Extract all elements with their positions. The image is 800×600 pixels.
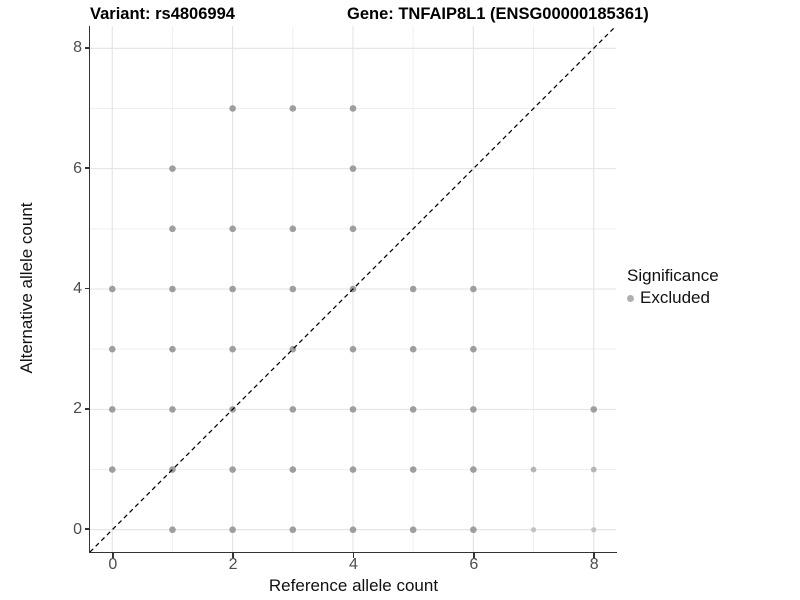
data-point xyxy=(229,465,236,473)
y-tick-mark xyxy=(85,287,90,290)
data-point xyxy=(169,164,176,172)
data-point xyxy=(470,525,477,533)
y-tick-mark xyxy=(85,528,90,530)
data-point xyxy=(591,526,597,532)
data-point xyxy=(169,345,176,352)
data-point xyxy=(169,405,176,413)
data-point xyxy=(289,465,297,473)
legend-item-excluded: Excluded xyxy=(627,288,719,308)
y-tick-label: 6 xyxy=(73,159,82,177)
data-point xyxy=(470,465,477,473)
x-tick-label: 6 xyxy=(469,556,479,573)
gene-title: Gene: TNFAIP8L1 (ENSG00000185361) xyxy=(347,5,649,23)
x-tick-mark xyxy=(112,553,114,558)
y-tick-mark xyxy=(85,47,90,49)
data-point xyxy=(289,225,297,232)
legend-title: Significance xyxy=(627,266,719,285)
legend: Significance Excluded xyxy=(627,266,719,308)
y-tick-label: 4 xyxy=(73,280,82,297)
data-point xyxy=(229,525,236,533)
data-point xyxy=(590,405,598,413)
data-point xyxy=(470,405,477,413)
data-point xyxy=(409,405,417,413)
x-tick-label: 2 xyxy=(228,556,238,573)
x-tick-mark xyxy=(352,553,355,558)
data-point xyxy=(409,285,417,292)
plot-panel xyxy=(89,25,617,553)
x-tick-label: 0 xyxy=(108,556,118,573)
x-tick-mark xyxy=(473,553,475,558)
data-point xyxy=(349,104,357,112)
data-point xyxy=(409,465,417,473)
data-point xyxy=(108,405,116,413)
y-tick-mark xyxy=(85,167,90,169)
data-point xyxy=(108,345,116,352)
data-point xyxy=(229,285,236,292)
data-point xyxy=(289,104,297,112)
data-point xyxy=(229,225,236,232)
data-point xyxy=(289,285,297,292)
x-tick-mark xyxy=(232,553,234,558)
data-point xyxy=(530,526,537,532)
data-point xyxy=(349,345,357,352)
x-tick-label: 4 xyxy=(349,556,358,573)
data-point xyxy=(349,405,357,413)
x-tick-label: 8 xyxy=(589,556,599,573)
data-point xyxy=(349,525,357,533)
x-axis-title: Reference allele count xyxy=(268,576,439,595)
legend-point-icon xyxy=(627,294,634,302)
y-tick-label: 2 xyxy=(73,400,82,418)
data-point xyxy=(169,525,176,533)
identity-line xyxy=(90,25,616,552)
data-point xyxy=(108,285,116,292)
data-point xyxy=(289,525,297,533)
data-point xyxy=(289,405,297,413)
data-point xyxy=(349,465,357,473)
x-tick-mark xyxy=(593,553,595,558)
data-point xyxy=(169,225,176,232)
data-point xyxy=(349,225,357,232)
y-axis-title: Alternative allele count xyxy=(17,202,36,374)
data-point xyxy=(169,285,176,292)
y-tick-label: 0 xyxy=(73,520,82,538)
data-point xyxy=(530,466,537,472)
variant-title: Variant: rs4806994 xyxy=(90,5,235,23)
data-point xyxy=(590,466,597,472)
plot-svg xyxy=(90,25,616,552)
data-point xyxy=(470,345,477,352)
data-point xyxy=(409,345,417,352)
data-point xyxy=(229,104,236,112)
y-tick-mark xyxy=(85,408,90,410)
data-point xyxy=(349,164,357,172)
data-point xyxy=(470,285,477,292)
legend-item-label: Excluded xyxy=(640,288,710,307)
y-tick-label: 8 xyxy=(73,39,82,57)
data-point xyxy=(229,345,236,352)
data-point xyxy=(409,525,417,533)
data-point xyxy=(108,465,116,473)
